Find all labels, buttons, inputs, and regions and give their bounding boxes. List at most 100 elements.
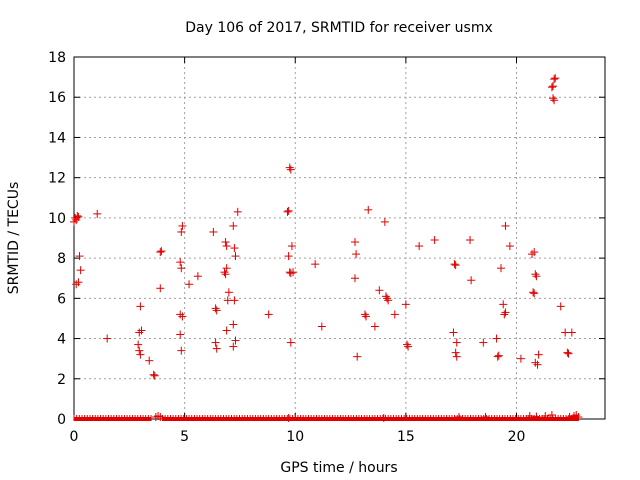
data-point xyxy=(565,412,574,421)
data-point xyxy=(76,266,85,275)
data-point xyxy=(451,261,460,270)
data-point xyxy=(289,268,298,277)
data-point xyxy=(311,260,320,269)
data-point xyxy=(467,276,476,285)
data-point xyxy=(211,304,220,313)
data-point xyxy=(384,296,393,305)
data-point xyxy=(500,310,509,319)
data-point xyxy=(286,165,295,174)
data-point xyxy=(177,264,186,273)
data-point xyxy=(231,252,240,261)
x-tick-label: 20 xyxy=(508,429,526,445)
x-tick-label: 10 xyxy=(286,429,304,445)
data-point xyxy=(285,163,294,172)
data-point xyxy=(222,326,231,335)
data-point xyxy=(72,280,81,289)
data-point xyxy=(284,413,293,422)
data-point xyxy=(501,308,510,317)
data-point xyxy=(532,272,541,281)
data-point xyxy=(529,288,538,297)
plot-frame xyxy=(73,56,606,420)
data-point xyxy=(501,221,510,230)
data-point xyxy=(466,236,475,245)
data-point xyxy=(550,96,559,105)
data-point xyxy=(380,217,389,226)
data-point xyxy=(451,348,460,357)
data-point xyxy=(74,212,83,221)
data-point xyxy=(156,412,165,421)
data-point xyxy=(221,270,230,279)
data-point xyxy=(556,302,565,311)
data-point xyxy=(185,280,194,289)
x-tick-label: 0 xyxy=(70,429,79,445)
data-point xyxy=(492,334,501,343)
data-point xyxy=(493,352,502,361)
data-point xyxy=(75,252,84,261)
data-point xyxy=(135,346,144,355)
data-point xyxy=(541,411,550,420)
data-point xyxy=(430,236,439,245)
y-tick-label: 2 xyxy=(57,372,66,388)
y-tick-label: 12 xyxy=(48,171,66,187)
data-point xyxy=(532,412,541,421)
data-point xyxy=(93,209,102,218)
grid-lines xyxy=(74,57,605,419)
data-point xyxy=(71,213,80,222)
data-point xyxy=(551,74,560,83)
data-point xyxy=(497,264,506,273)
x-axis-label: GPS time / hours xyxy=(280,460,397,476)
y-tick-label: 14 xyxy=(48,130,66,146)
data-point xyxy=(481,412,490,421)
y-tick-label: 4 xyxy=(57,332,66,348)
data-point xyxy=(479,338,488,347)
data-point xyxy=(286,269,295,278)
data-point xyxy=(137,326,146,335)
data-point xyxy=(375,286,384,295)
data-point xyxy=(494,351,503,360)
data-point xyxy=(381,292,390,301)
data-point xyxy=(364,205,373,214)
data-point xyxy=(176,330,185,339)
data-point xyxy=(212,344,221,353)
data-point xyxy=(449,328,458,337)
data-point xyxy=(450,260,459,269)
data-point xyxy=(212,306,221,315)
data-point xyxy=(287,242,296,251)
data-point xyxy=(178,221,187,230)
data-point xyxy=(563,348,572,357)
y-axis-label: SRMTID / TECUs xyxy=(6,182,22,295)
data-point xyxy=(220,268,229,277)
data-point xyxy=(149,370,158,379)
data-point xyxy=(530,248,539,257)
data-point xyxy=(156,248,165,257)
data-point xyxy=(534,350,543,359)
data-point xyxy=(547,410,556,419)
data-point xyxy=(150,371,159,380)
data-point xyxy=(549,82,558,91)
data-point xyxy=(221,238,230,247)
data-point xyxy=(350,274,359,283)
data-point xyxy=(547,83,556,92)
data-point xyxy=(229,320,238,329)
data-point xyxy=(284,206,293,215)
x-tick-label: 15 xyxy=(397,429,415,445)
data-point xyxy=(574,412,583,421)
data-point xyxy=(564,349,573,358)
data-point xyxy=(531,358,540,367)
data-point xyxy=(530,289,539,298)
data-point xyxy=(549,94,558,103)
data-point xyxy=(176,310,185,319)
y-tick-label: 8 xyxy=(57,251,66,267)
axis-ticks: 0 2 4 6 8 10 12 14 16 18 0 5 10 15 20 xyxy=(48,50,605,445)
data-point xyxy=(73,211,82,220)
data-point xyxy=(74,278,83,287)
data-point xyxy=(286,338,295,347)
data-point xyxy=(103,334,112,343)
y-tick-label: 0 xyxy=(57,412,66,428)
data-point xyxy=(499,300,508,309)
data-point xyxy=(177,227,186,236)
data-point xyxy=(550,75,559,84)
data-point xyxy=(156,284,165,293)
data-point xyxy=(135,328,144,337)
data-point xyxy=(264,310,273,319)
